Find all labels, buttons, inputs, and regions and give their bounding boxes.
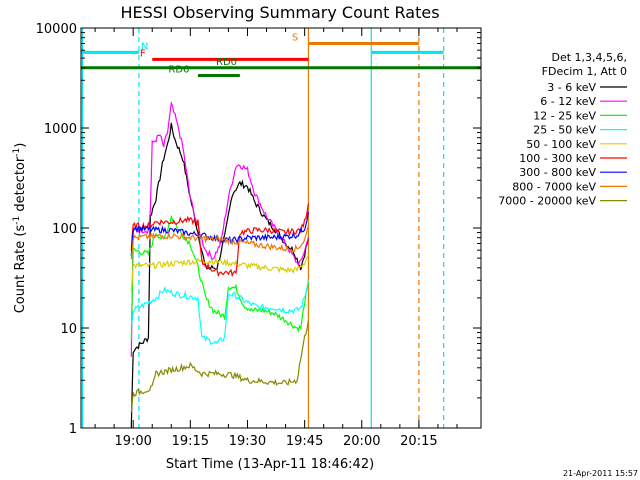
series-line-8 bbox=[130, 320, 309, 413]
y-tick-label-0: 1 bbox=[69, 422, 77, 437]
x-tick-label-5: 20:15 bbox=[400, 434, 437, 449]
legend-label-4: 50 - 100 keV bbox=[526, 138, 596, 151]
flag-label-F: F bbox=[140, 48, 146, 59]
legend-label-8: 7000 - 20000 keV bbox=[498, 195, 596, 208]
flag-label-S: S bbox=[292, 32, 298, 43]
y-tick-label-2: 100 bbox=[52, 222, 77, 237]
legend-header-1: FDecim 1, Att 0 bbox=[542, 65, 627, 78]
series-line-5 bbox=[130, 203, 309, 278]
series-line-4 bbox=[130, 253, 309, 291]
x-tick-label-0: 19:00 bbox=[114, 434, 151, 449]
flag-label-RD6: RD6 bbox=[168, 64, 189, 75]
y-tick-label-1: 10 bbox=[60, 322, 77, 337]
legend-label-2: 12 - 25 keV bbox=[533, 109, 596, 122]
series-line-6 bbox=[130, 211, 309, 257]
x-tick-label-3: 19:45 bbox=[286, 434, 323, 449]
legend-label-1: 6 - 12 keV bbox=[540, 95, 596, 108]
x-tick-label-1: 19:15 bbox=[172, 434, 209, 449]
series-line-0 bbox=[130, 122, 309, 429]
y-axis-label: Count Rate (s-1 detector-1) bbox=[12, 143, 28, 314]
legend-label-7: 800 - 7000 keV bbox=[512, 180, 596, 193]
legend: Det 1,3,4,5,6,FDecim 1, Att 0 3 - 6 keV6 … bbox=[498, 51, 627, 208]
legend-label-0: 3 - 6 keV bbox=[547, 81, 596, 94]
legend-header-0: Det 1,3,4,5,6, bbox=[551, 51, 627, 64]
y-tick-label-4: 10000 bbox=[36, 22, 77, 37]
chart-title: HESSI Observing Summary Count Rates bbox=[120, 3, 439, 22]
x-tick-label-2: 19:30 bbox=[229, 434, 266, 449]
legend-label-3: 25 - 50 keV bbox=[533, 124, 596, 137]
flag-label-N: N bbox=[141, 41, 148, 52]
x-tick-label-4: 20:00 bbox=[343, 434, 380, 449]
legend-label-5: 100 - 300 keV bbox=[519, 152, 596, 165]
series-line-2 bbox=[130, 214, 309, 340]
flag-label-RD0: RD0 bbox=[216, 57, 237, 68]
plot-area: N S F RD0 RD6 bbox=[81, 28, 481, 429]
x-axis-label: Start Time (13-Apr-11 18:46:42) bbox=[166, 457, 374, 472]
series-line-3 bbox=[130, 280, 309, 345]
y-tick-label-3: 1000 bbox=[44, 122, 77, 137]
timestamp: 21-Apr-2011 15:57 bbox=[563, 469, 638, 478]
series-line-7 bbox=[130, 225, 309, 260]
legend-label-6: 300 - 800 keV bbox=[519, 166, 596, 179]
